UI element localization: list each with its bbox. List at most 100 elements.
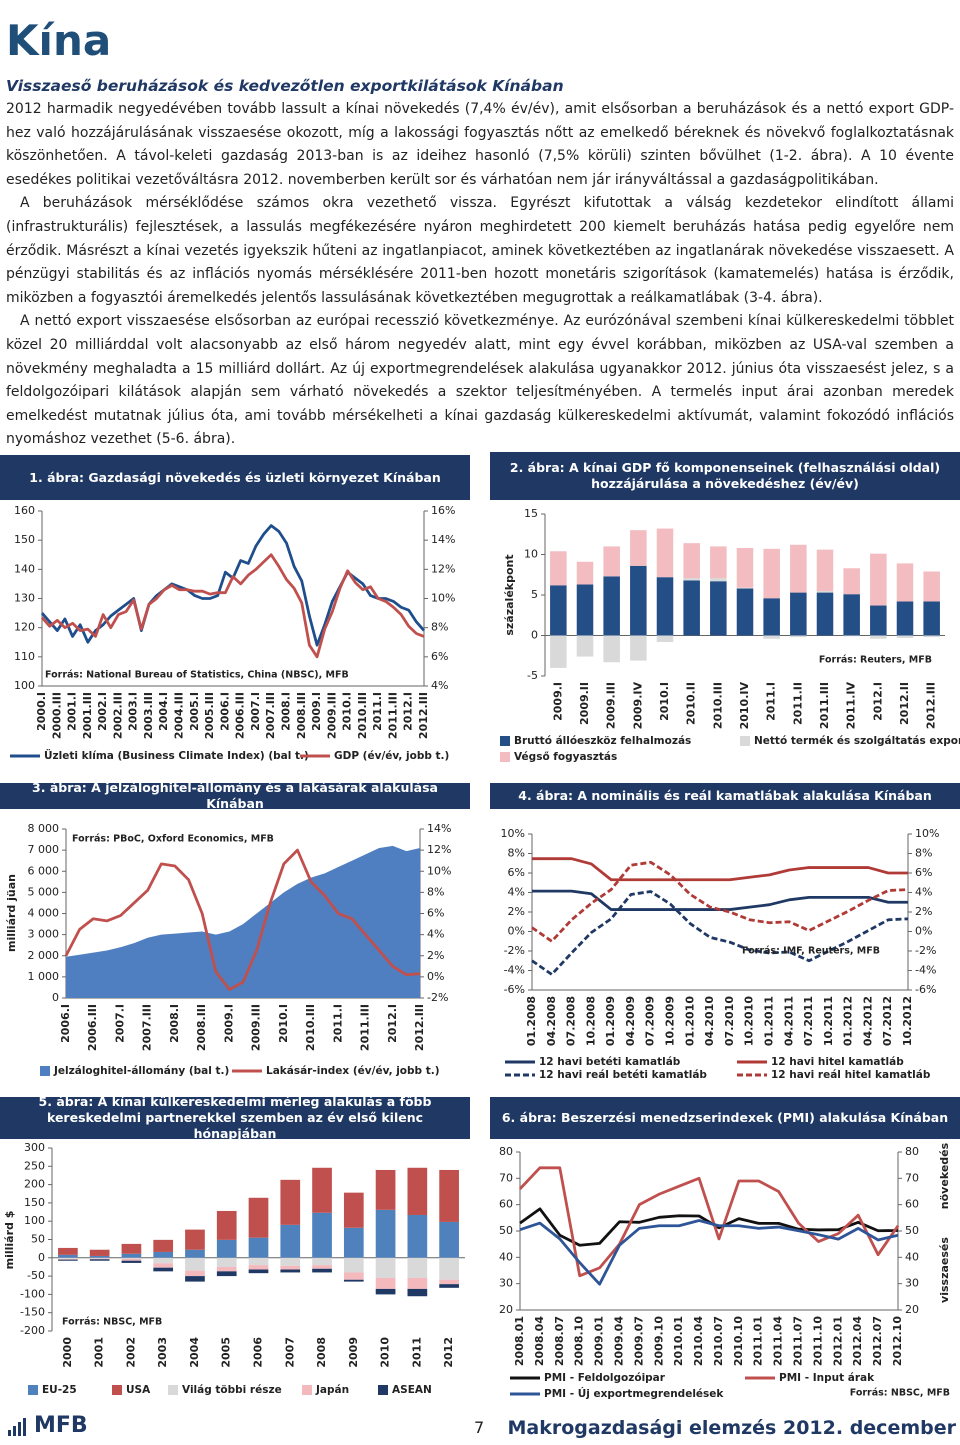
y-axis-label: százalékpont <box>503 554 516 635</box>
annotation: növekedés <box>938 1142 951 1209</box>
y-tick-label: -4% <box>504 964 525 977</box>
chart-title: 5. ábra: A kínai külkereskedelmi mérleg … <box>0 1094 470 1141</box>
bar-segment <box>121 1253 142 1258</box>
bar-segment <box>153 1257 174 1264</box>
y-tick-label: 140 <box>14 562 35 575</box>
y-tick-label: 4 000 <box>28 907 60 920</box>
bar-segment <box>763 598 780 636</box>
x-tick-label: 2009.III <box>250 1004 263 1051</box>
bar-segment <box>216 1239 237 1258</box>
bar-segment <box>439 1221 459 1258</box>
bar-segment <box>343 1279 364 1282</box>
legend-marker <box>112 1385 122 1395</box>
legend-label: Nettó termék és szolgáltatás export <box>754 735 960 747</box>
x-tick-label: 2011.I <box>371 692 384 731</box>
bar-segment <box>375 1288 396 1295</box>
page-title: Kína <box>6 16 112 65</box>
y-tick-label: 16% <box>431 504 455 517</box>
bar-segment <box>343 1272 364 1280</box>
bar-segment <box>312 1265 332 1269</box>
legend-marker <box>500 752 510 762</box>
x-tick-label: 2012 <box>442 1337 455 1368</box>
x-tick-label: 2009.I <box>222 1004 235 1043</box>
y-tick-label: 2% <box>508 905 525 918</box>
bar-segment <box>58 1258 78 1260</box>
x-tick-label: 2009.I <box>551 682 564 721</box>
bar-segment <box>870 553 887 606</box>
bar-segment <box>312 1167 332 1213</box>
x-tick-label: 07.2011 <box>802 996 815 1046</box>
legend-label: Üzleti klíma (Business Climate Index) (b… <box>44 748 309 762</box>
y-tick-label: 150 <box>24 1196 45 1209</box>
x-tick-label: 2008.I <box>279 692 292 731</box>
bar-segment <box>630 635 647 661</box>
bar-segment <box>439 1279 459 1285</box>
x-tick-label: 2001.I <box>66 692 79 731</box>
y-tick-label: 7 000 <box>28 843 60 856</box>
x-tick-label: 2010.III <box>356 692 369 739</box>
bar-segment <box>439 1284 459 1288</box>
y-tick-label: 6% <box>431 650 448 663</box>
paragraph: A nettó export visszaesése elsősorban az… <box>6 313 954 448</box>
x-tick-label: 2009.I <box>310 692 323 731</box>
x-tick-label: 2012.II <box>898 682 911 725</box>
bar-segment <box>656 577 674 636</box>
x-tick-label: 04.2012 <box>861 996 874 1046</box>
legend-marker <box>168 1385 178 1395</box>
bar-segment <box>248 1197 269 1238</box>
y-tick-label: 100 <box>14 679 35 692</box>
body-text: 2012 harmadik negyedévében tovább lassul… <box>6 98 954 452</box>
legend-label: USA <box>126 1384 151 1396</box>
bar-segment <box>816 592 834 636</box>
legend-label: PMI - Új exportmegrendelések <box>544 1387 724 1400</box>
line <box>519 1207 899 1247</box>
x-tick-label: 2003.I <box>127 692 140 731</box>
x-tick-label: 2008.III <box>195 1004 208 1051</box>
y-tick-label: 70 <box>905 1171 919 1184</box>
x-tick-label: 2005.I <box>188 692 201 731</box>
y-tick-label: -6% <box>915 983 936 996</box>
bar-segment <box>185 1276 205 1282</box>
x-tick-label: 2010.I <box>341 692 354 731</box>
annotation: visszaesés <box>938 1237 951 1303</box>
y-tick-label: 6% <box>508 866 525 879</box>
legend-marker <box>302 1385 312 1395</box>
y-tick-label: -6% <box>504 983 525 996</box>
y-tick-label: 50 <box>499 1224 513 1237</box>
bar-segment <box>58 1257 78 1259</box>
x-tick-label: 2010.II <box>685 682 698 725</box>
y-tick-label: 50 <box>31 1233 45 1246</box>
x-tick-label: 2008 <box>315 1337 328 1368</box>
x-tick-label: 2011.IV <box>845 682 858 730</box>
bar-segment <box>736 588 754 636</box>
y-tick-label: -100 <box>20 1287 45 1300</box>
y-tick-label: 0% <box>427 970 444 983</box>
bar-segment <box>683 577 700 581</box>
bar-segment <box>343 1257 364 1273</box>
bar-segment <box>439 1169 459 1222</box>
x-tick-label: 2011 <box>410 1337 423 1368</box>
y-tick-label: 30 <box>905 1277 919 1290</box>
x-tick-label: 2010.IV <box>738 682 751 730</box>
y-tick-label: 110 <box>14 650 35 663</box>
bar-segment <box>736 587 754 589</box>
bar-segment <box>185 1270 205 1277</box>
bar-segment <box>790 592 807 636</box>
y-tick-label: 120 <box>14 621 35 634</box>
line <box>531 890 909 976</box>
x-tick-label: 2001.III <box>81 692 94 739</box>
x-tick-label: 10.2010 <box>743 996 756 1046</box>
x-tick-label: 2008.III <box>295 692 308 739</box>
y-tick-label: 1 000 <box>28 970 60 983</box>
y-tick-label: -2% <box>427 991 448 1004</box>
footer-text: Makrogazdasági elemzés 2012. december <box>507 1417 956 1439</box>
x-tick-label: 2010.04 <box>692 1316 705 1366</box>
y-tick-label: 200 <box>24 1178 45 1191</box>
x-tick-label: 2011.04 <box>772 1316 785 1366</box>
y-tick-label: 5 <box>531 588 538 601</box>
x-tick-label: 2009.04 <box>612 1316 625 1366</box>
legend-label: EU-25 <box>42 1384 77 1396</box>
bar-segment <box>121 1260 142 1263</box>
x-tick-label: 2003 <box>156 1337 169 1368</box>
